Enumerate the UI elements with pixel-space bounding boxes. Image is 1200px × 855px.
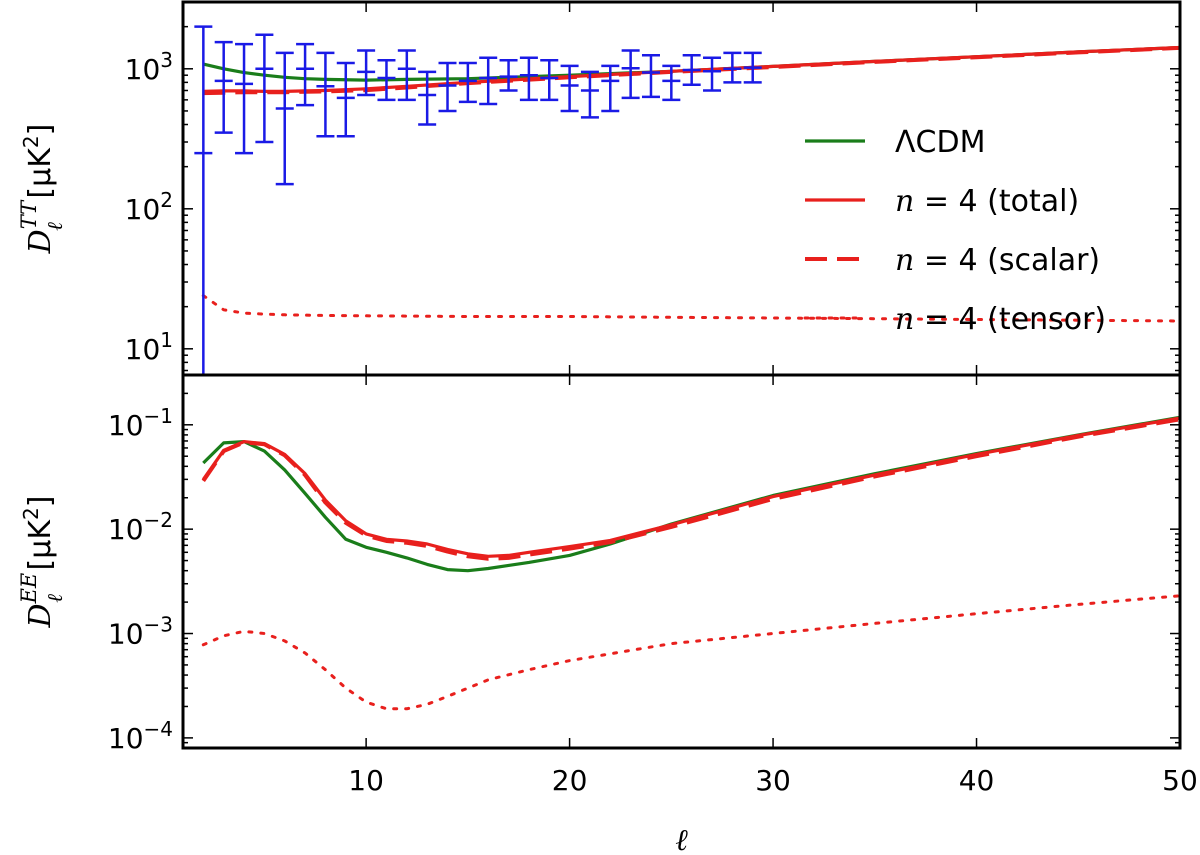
- errorbar-point: [540, 59, 559, 102]
- errorbar-point: [377, 59, 396, 102]
- y-axis-label-unit-sup: 2: [19, 507, 43, 520]
- errorbar-point: [458, 61, 477, 104]
- y-tick-label-exp: −3: [144, 613, 173, 637]
- y-axis-label-superscript: TT: [17, 199, 41, 229]
- legend-label-text: = 4 (tensor): [914, 302, 1106, 337]
- legend-label-var: n: [895, 243, 914, 278]
- errorbar-point: [296, 42, 315, 107]
- errorbar-point: [723, 51, 742, 84]
- errorbar-point: [214, 40, 233, 134]
- y-axis-label-unit: [μK: [23, 519, 58, 580]
- legend-label-text: = 4 (total): [914, 184, 1079, 219]
- plot-area-bottom: [201, 415, 1180, 711]
- y-axis-label-subscript: ℓ: [43, 222, 67, 231]
- y-axis-label-unit-close: ]: [23, 124, 58, 136]
- legend-label: n = 4 (scalar): [895, 243, 1100, 278]
- y-axis-label-subscript: ℓ: [43, 594, 67, 603]
- errorbar-point: [275, 51, 294, 186]
- errorbar-point: [580, 70, 599, 119]
- y-tick-label-base: 10: [108, 513, 144, 546]
- errorbar-point: [743, 51, 762, 84]
- series-line-bottom-3: [201, 594, 1180, 711]
- y-tick-label: 10−4: [108, 717, 173, 755]
- y-tick-label-base: 10: [125, 53, 161, 86]
- y-tick-label-base: 10: [108, 618, 144, 651]
- errorbar-point: [662, 64, 681, 102]
- x-tick-label: 50: [1162, 764, 1198, 797]
- errorbar-point: [418, 70, 437, 126]
- y-axis-label-top: DTTℓ [μK2]: [17, 124, 67, 255]
- y-tick-label-exp: −2: [144, 508, 173, 532]
- y-axis-label-superscript: EE: [17, 573, 41, 605]
- errorbar-point: [519, 56, 538, 102]
- legend-label: n = 4 (tensor): [895, 302, 1106, 337]
- x-tick-label: 20: [552, 764, 588, 797]
- y-tick-label-base: 10: [125, 193, 161, 226]
- errorbar-point: [194, 25, 213, 375]
- legend-label-text: = 4 (scalar): [914, 243, 1100, 278]
- y-tick-label: 10−1: [108, 404, 173, 442]
- y-tick-label-exp: 3: [160, 48, 173, 72]
- x-axis-label: ℓ: [675, 823, 688, 855]
- errorbar-point: [703, 56, 722, 92]
- y-tick-label: 10−3: [108, 613, 173, 651]
- legend-label: ΛCDM: [895, 125, 985, 160]
- y-axis-label-symbol: D: [23, 229, 58, 254]
- y-axis-label-bottom: DEEℓ [μK2]: [17, 496, 67, 629]
- series-line-top-3: [201, 294, 1180, 323]
- errorbar-point: [357, 49, 376, 97]
- y-axis-label-unit-close: ]: [23, 496, 58, 508]
- y-tick-label-exp: 2: [160, 188, 173, 212]
- series-line-bottom-2: [201, 417, 1180, 561]
- errorbar-point: [621, 49, 640, 100]
- legend-label-var: n: [895, 184, 914, 219]
- legend-label: n = 4 (total): [895, 184, 1079, 219]
- y-tick-label-base: 10: [108, 409, 144, 442]
- errorbar-point: [255, 33, 274, 144]
- legend-label-var: n: [895, 302, 914, 337]
- y-axis-label-symbol: D: [23, 603, 58, 628]
- y-tick-label: 101: [125, 328, 173, 366]
- errorbar-point: [601, 64, 620, 113]
- y-tick-label-exp: 1: [160, 328, 173, 352]
- x-tick-label: 30: [755, 764, 791, 797]
- errorbar-point: [316, 51, 335, 138]
- legend-label-text: ΛCDM: [895, 125, 985, 160]
- x-tick-label: 10: [348, 764, 384, 797]
- series-line-bottom-1: [201, 416, 1180, 558]
- y-tick-label: 103: [125, 48, 173, 86]
- y-tick-label-exp: −4: [144, 717, 173, 741]
- errorbar-point: [682, 53, 701, 86]
- errorbar-point: [397, 49, 416, 102]
- errorbar-point: [336, 61, 355, 138]
- errorbar-point: [479, 56, 498, 106]
- y-tick-label-base: 10: [125, 333, 161, 366]
- errorbar-point: [560, 64, 579, 113]
- y-tick-label-base: 10: [108, 722, 144, 755]
- x-tick-label: 40: [959, 764, 995, 797]
- y-tick-label: 10−2: [108, 508, 173, 546]
- plot-area-top: [194, 25, 1180, 375]
- y-tick-label-exp: −1: [144, 404, 173, 428]
- panel-frame-bottom: [181, 373, 1182, 750]
- y-axis-label-unit: [μK: [23, 147, 58, 208]
- y-tick-label: 102: [125, 188, 173, 226]
- errorbar-point: [235, 42, 254, 155]
- y-axis-label-unit-sup: 2: [19, 135, 43, 148]
- errorbar-point: [641, 53, 660, 99]
- errorbar-point: [499, 59, 518, 92]
- errorbar-point: [438, 61, 457, 113]
- series-line-bottom-0: [202, 415, 1180, 573]
